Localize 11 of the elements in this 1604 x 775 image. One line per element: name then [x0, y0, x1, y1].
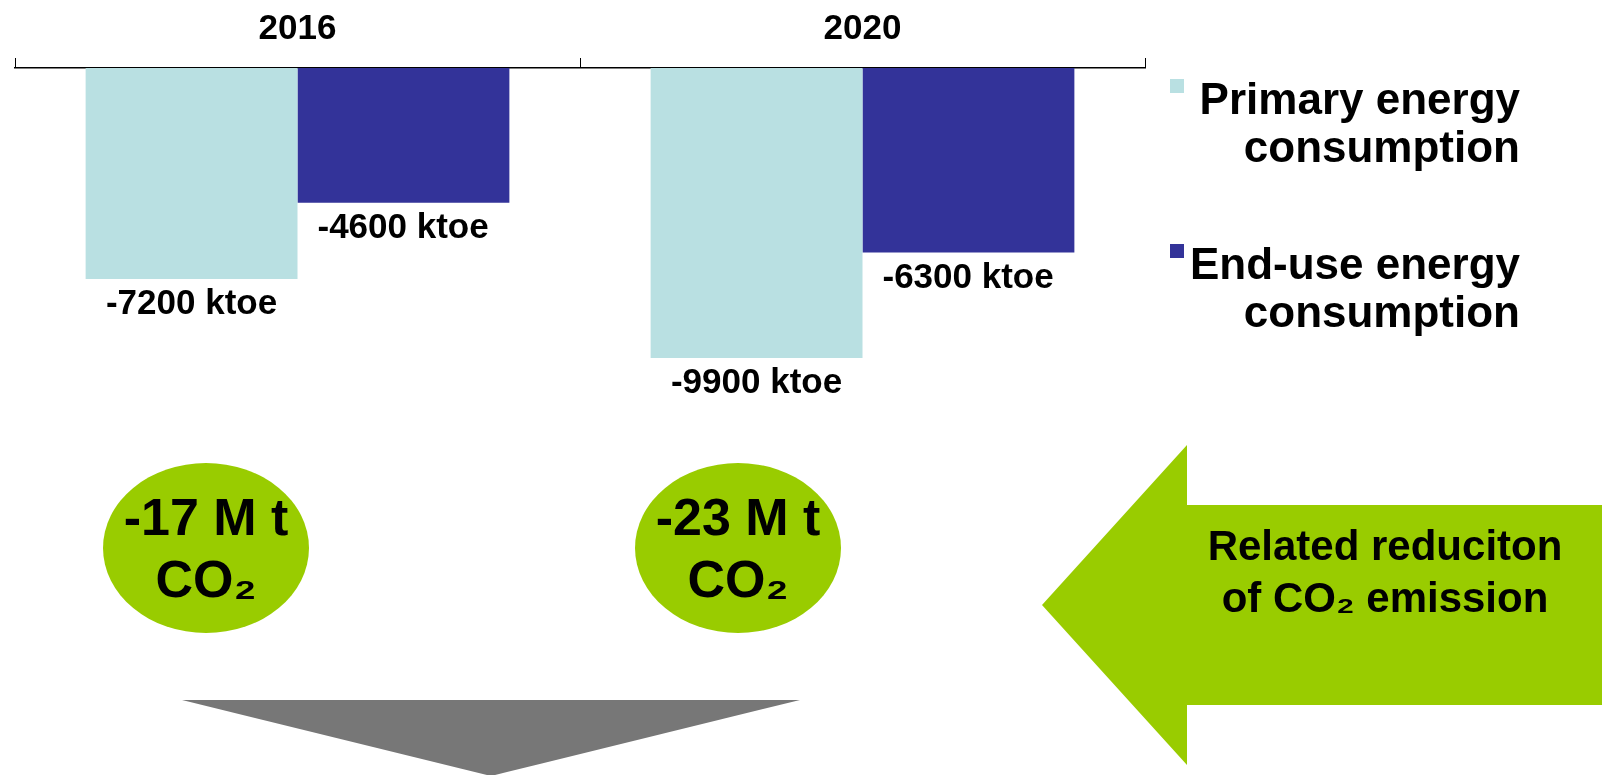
ellipse-shape: -23 M t CO₂	[635, 463, 841, 633]
legend-label: Primary energy consumption	[1198, 74, 1520, 171]
data-label: -4600 ktoe	[317, 205, 489, 245]
legend-label: End-use energy consumption	[1188, 239, 1520, 336]
data-label: -9900 ktoe	[670, 361, 843, 401]
data-label: -6300 ktoe	[882, 255, 1054, 295]
text: Related reduciton of CO₂ emission	[1206, 521, 1564, 623]
x-tick-label: 2016	[258, 6, 337, 46]
ellipse-shape: -17 M t CO₂	[103, 463, 309, 633]
data-label: -7200 ktoe	[105, 282, 278, 322]
x-tick-label: 2020	[823, 6, 902, 46]
